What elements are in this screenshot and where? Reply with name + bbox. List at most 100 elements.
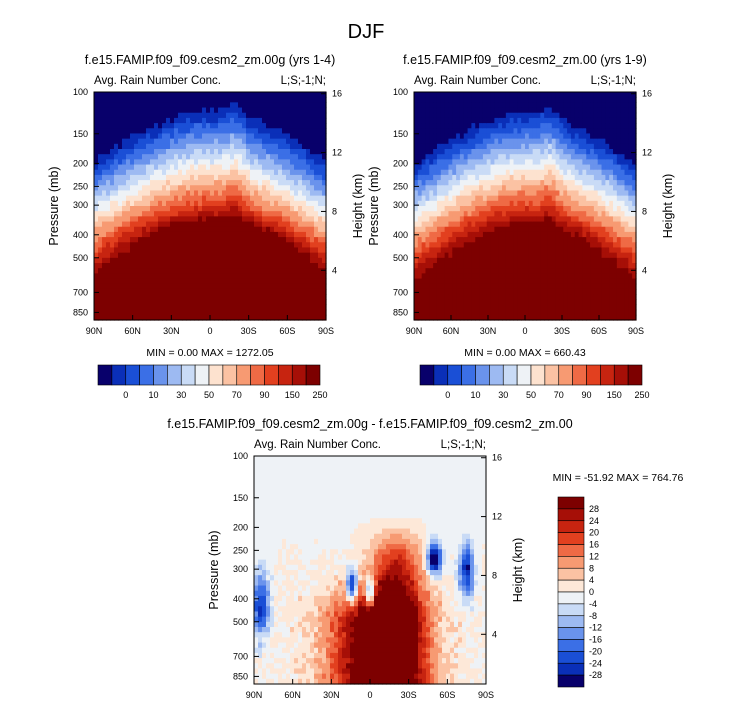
field-cell <box>448 221 453 228</box>
field-cell <box>490 174 495 181</box>
field-cell <box>563 128 568 135</box>
field-cell <box>505 309 511 316</box>
field-cell <box>314 102 319 109</box>
field-cell <box>198 133 203 140</box>
field-cell <box>226 273 231 280</box>
field-cell <box>110 195 115 202</box>
field-cell <box>106 226 111 233</box>
field-cell <box>210 294 215 300</box>
field-cell <box>182 164 187 171</box>
field-cell <box>286 185 291 192</box>
field-cell <box>578 304 584 311</box>
field-cell <box>574 314 580 321</box>
field-cell <box>174 206 179 212</box>
field-cell <box>154 206 159 212</box>
field-cell <box>154 195 159 202</box>
field-cell <box>226 102 231 109</box>
field-cell <box>142 268 147 274</box>
field-cell <box>142 169 147 176</box>
field-cell <box>601 294 606 300</box>
field-cell <box>593 149 599 155</box>
field-cell <box>298 149 303 155</box>
field-cell <box>613 252 618 259</box>
field-cell <box>266 231 271 238</box>
field-cell <box>486 107 492 114</box>
field-cell <box>509 247 515 254</box>
field-cell <box>421 169 427 176</box>
field-cell <box>230 278 235 285</box>
field-cell <box>433 169 438 176</box>
field-cell <box>158 169 163 176</box>
field-cell <box>479 164 484 171</box>
field-cell <box>98 128 103 135</box>
field-cell <box>528 169 534 176</box>
field-cell <box>278 309 283 316</box>
field-cell <box>433 299 438 306</box>
field-cell <box>246 102 251 109</box>
field-cell <box>158 268 163 274</box>
field-cell <box>214 242 219 249</box>
field-cell <box>456 252 461 259</box>
field-cell <box>482 206 488 212</box>
field-cell <box>170 190 175 197</box>
field-cell <box>471 107 476 114</box>
field-cell <box>448 283 453 290</box>
field-cell <box>414 221 419 228</box>
field-cell <box>517 174 522 181</box>
field-cell <box>230 102 235 109</box>
field-cell <box>456 263 461 269</box>
field-cell <box>126 107 131 114</box>
field-cell <box>174 92 179 98</box>
field-cell <box>110 97 115 103</box>
field-cell <box>509 92 515 98</box>
field-cell <box>142 149 147 155</box>
field-cell <box>605 117 610 124</box>
field-cell <box>513 309 518 316</box>
field-cell <box>214 221 219 228</box>
field-cell <box>555 149 561 155</box>
field-cell <box>471 304 476 311</box>
field-cell <box>290 257 295 264</box>
field-cell <box>448 143 453 150</box>
field-cell <box>118 185 123 192</box>
field-cell <box>194 294 199 300</box>
field-cell <box>234 268 239 274</box>
field-cell <box>170 226 175 233</box>
field-cell <box>494 149 499 155</box>
field-cell <box>574 247 580 254</box>
field-cell <box>158 221 163 228</box>
field-cell <box>182 231 187 238</box>
field-cell <box>162 231 167 238</box>
field-cell <box>471 211 476 217</box>
field-cell <box>206 102 211 109</box>
field-cell <box>536 107 541 114</box>
field-cell <box>170 112 175 119</box>
field-cell <box>444 309 450 316</box>
field-cell <box>613 97 618 103</box>
field-cell <box>214 268 219 274</box>
field-cell <box>563 185 568 192</box>
field-cell <box>475 164 480 171</box>
field-cell <box>444 304 450 311</box>
field-cell <box>290 283 295 290</box>
field-cell <box>274 278 279 285</box>
field-cell <box>238 237 243 243</box>
field-cell <box>498 164 503 171</box>
field-cell <box>429 123 434 129</box>
field-cell <box>118 216 123 223</box>
field-cell <box>417 154 423 160</box>
field-cell <box>494 143 499 150</box>
field-cell <box>202 185 207 192</box>
field-cell <box>94 112 99 119</box>
field-cell <box>258 112 263 119</box>
field-cell <box>242 237 247 243</box>
field-cell <box>142 242 147 249</box>
field-cell <box>106 206 111 212</box>
field-cell <box>254 92 259 98</box>
field-cell <box>138 164 143 171</box>
field-cell <box>448 185 453 192</box>
field-cell <box>102 206 107 212</box>
field-cell <box>509 278 515 285</box>
field-cell <box>306 211 311 217</box>
field-cell <box>459 107 465 114</box>
